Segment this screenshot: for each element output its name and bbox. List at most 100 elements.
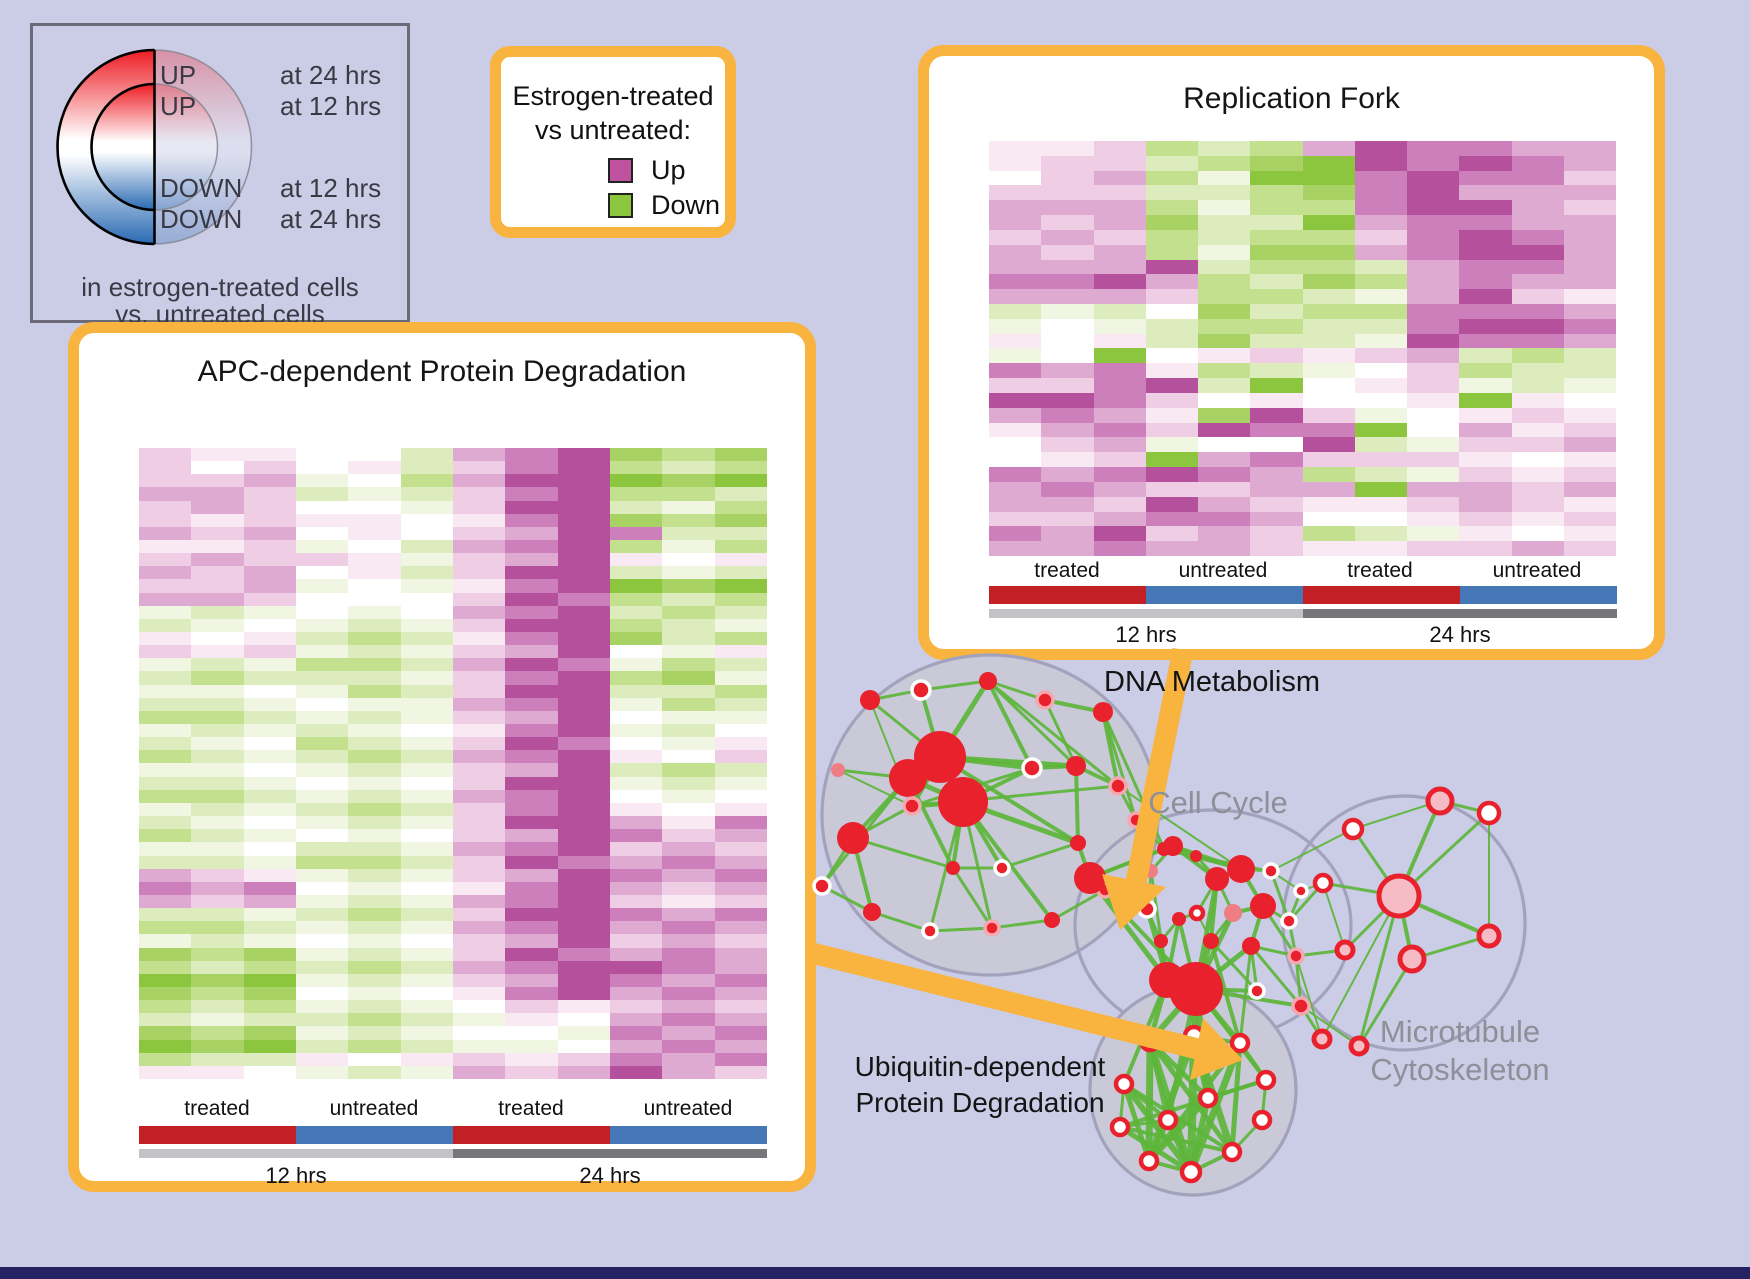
heatmap-cell — [243, 697, 296, 711]
network-node — [938, 777, 988, 827]
heatmap-cell — [1511, 244, 1564, 260]
heatmap-cell — [1145, 452, 1198, 468]
heatmap-cell — [1354, 200, 1407, 216]
heatmap-cell — [1459, 526, 1512, 542]
heatmap-cell — [557, 724, 610, 738]
heatmap-cell — [139, 1039, 192, 1053]
heatmap-cell — [557, 1000, 610, 1014]
heatmap-cell — [452, 526, 506, 541]
network-edge — [1287, 919, 1298, 958]
heatmap-cell — [191, 855, 244, 869]
heatmap-cell — [1041, 541, 1094, 556]
heatmap-cell — [1459, 378, 1512, 393]
heatmap-cell — [609, 802, 663, 817]
heatmap-cell — [989, 274, 1042, 290]
network-edge — [837, 769, 913, 807]
heatmap-cell — [191, 645, 244, 659]
network-node — [860, 690, 880, 710]
heatmap-cell — [295, 487, 349, 501]
network-edge — [1238, 1041, 1268, 1082]
network-edge — [961, 800, 1004, 870]
heatmap-cell — [1302, 170, 1355, 186]
heatmap-cell — [243, 1065, 296, 1079]
heatmap-cell — [662, 908, 715, 922]
heatmap-cell — [1198, 467, 1251, 482]
heatmap-cell — [139, 671, 192, 685]
network-edge — [906, 776, 914, 808]
heatmap-cell — [557, 526, 610, 541]
heatmap-cell — [348, 658, 401, 672]
rf-group-label-2: untreated — [1178, 559, 1268, 582]
heatmap-cell — [609, 1026, 663, 1040]
heatmap-cell — [1198, 333, 1251, 349]
heatmap-cell — [348, 1013, 401, 1027]
heatmap-cell — [243, 908, 296, 922]
heatmap-cell — [505, 553, 558, 567]
heatmap-cell — [1145, 333, 1198, 349]
network-node — [1070, 835, 1086, 851]
heatmap-cell — [243, 737, 296, 751]
heatmap-cell — [1354, 259, 1407, 275]
heatmap-cell — [400, 592, 453, 606]
heatmap-cell — [400, 855, 453, 869]
heatmap-cell — [452, 1026, 506, 1040]
network-edge — [919, 688, 942, 759]
network-node — [921, 922, 939, 940]
heatmap-cell — [1093, 541, 1146, 556]
apc-group-label-4: untreated — [643, 1097, 733, 1120]
heatmap-cell — [989, 541, 1042, 556]
heatmap-cell — [191, 908, 244, 922]
heatmap-cell — [1459, 185, 1512, 201]
color-key-title-line1: Estrogen-treated — [512, 81, 714, 111]
heatmap-cell — [191, 802, 244, 817]
heatmap-cell — [557, 776, 610, 790]
heatmap-cell — [1407, 407, 1460, 423]
heatmap-cell — [295, 829, 349, 843]
heatmap-cell — [139, 500, 192, 514]
network-edge — [1261, 904, 1298, 958]
heatmap-cell — [400, 842, 453, 856]
heatmap-cell — [557, 566, 610, 580]
heatmap-cell — [714, 1065, 767, 1079]
heatmap-cell — [557, 618, 610, 633]
heatmap-cell — [1198, 318, 1251, 334]
heatmap-cell — [400, 724, 453, 738]
heatmap-cell — [452, 632, 506, 646]
heatmap-cell — [1407, 229, 1460, 245]
heatmap-cell — [452, 540, 506, 554]
heatmap-cell — [191, 671, 244, 685]
heatmap-cell — [243, 829, 296, 843]
heatmap-cell — [1093, 437, 1146, 453]
heatmap-cell — [400, 487, 453, 501]
network-edge — [1192, 1034, 1242, 1045]
heatmap-cell — [348, 1026, 401, 1040]
network-edge — [1147, 1038, 1171, 1123]
heatmap-cell — [1250, 170, 1303, 186]
heatmap-cell — [348, 934, 401, 948]
heatmap-cell — [139, 1013, 192, 1027]
heatmap-cell — [295, 855, 349, 869]
heatmap-cell — [662, 881, 715, 895]
heatmap-cell — [452, 513, 506, 527]
legend-up-24-direction: UP — [160, 60, 197, 90]
heatmap-cell — [662, 526, 715, 541]
network-edge — [1397, 811, 1491, 898]
heatmap-cell — [191, 448, 244, 462]
heatmap-cell — [989, 363, 1042, 379]
heatmap-cell — [989, 378, 1042, 393]
network-edge — [1322, 882, 1346, 951]
heatmap-cell — [1041, 215, 1094, 230]
heatmap-cell — [191, 632, 244, 646]
heatmap-cell — [1145, 215, 1198, 230]
heatmap-cell — [1145, 229, 1198, 245]
heatmap-cell — [1145, 185, 1198, 201]
heatmap-cell — [557, 816, 610, 830]
heatmap-cell — [243, 921, 296, 935]
heatmap-cell — [1407, 363, 1460, 379]
network-edge — [1215, 877, 1235, 915]
network-edge — [1165, 1117, 1194, 1175]
heatmap-cell — [989, 511, 1042, 527]
heatmap-cell — [609, 829, 663, 843]
heatmap-cell — [1459, 467, 1512, 482]
heatmap-cell — [1302, 467, 1355, 482]
